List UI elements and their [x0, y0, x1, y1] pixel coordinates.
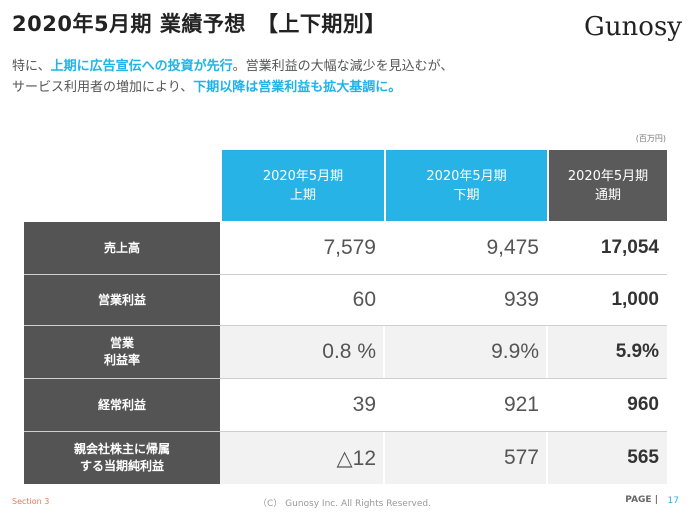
- ordinary-profit-full-year: 960: [627, 394, 659, 415]
- operating-profit-second-half: 939: [503, 288, 539, 311]
- operating-margin-second-half: 9.9%: [491, 340, 539, 363]
- operating-profit-full-year: 1,000: [611, 289, 659, 310]
- row-label-net-income: 親会社株主に帰属 する当期純利益: [24, 432, 220, 484]
- page-title: 2020年5月期 業績予想 【上下期別】: [12, 12, 386, 36]
- row-separator: [24, 325, 667, 326]
- row-separator: [24, 274, 667, 275]
- revenue-second-half: 9,475: [486, 236, 539, 259]
- column-header-first-half-line2: 上期: [289, 187, 316, 203]
- column-divider: [383, 432, 385, 484]
- row-label-operating-profit-text: 営業利益: [97, 292, 146, 307]
- row-label-net-income-line1: 親会社株主に帰属: [73, 442, 170, 456]
- column-divider: [546, 275, 548, 325]
- column-divider: [383, 275, 385, 325]
- column-header-first-half: 2020年5月期 上期: [222, 150, 384, 221]
- subtitle-line-1: 特に、上期に広告宣伝への投資が先行。営業利益の大幅な減少を見込むが、: [12, 56, 672, 77]
- net-income-first-half: △12: [336, 446, 376, 470]
- page-label: PAGE |: [625, 495, 658, 505]
- column-header-full-year-line2: 通期: [594, 187, 621, 203]
- column-header-full-year: 2020年5月期 通期: [549, 150, 667, 221]
- row-separator: [24, 378, 667, 379]
- revenue-first-half: 7,579: [323, 236, 376, 259]
- operating-profit-first-half: 60: [352, 288, 376, 311]
- row-separator: [24, 431, 667, 432]
- table-row-operating-profit: 営業利益 60 939 1,000: [24, 275, 667, 325]
- column-divider: [383, 379, 385, 431]
- gunosy-logo: Gunosy: [584, 12, 682, 42]
- table-row-net-income: 親会社株主に帰属 する当期純利益 △12 577 565: [24, 432, 667, 484]
- row-label-net-income-line2: する当期純利益: [79, 459, 164, 473]
- row-label-revenue: 売上高: [24, 222, 220, 274]
- row-label-revenue-text: 売上高: [103, 240, 140, 255]
- row-label-operating-margin: 営業 利益率: [24, 326, 220, 378]
- column-header-second-half-line1: 2020年5月期: [426, 168, 507, 184]
- column-header-full-year-line1: 2020年5月期: [567, 168, 649, 184]
- column-header-first-half-line1: 2020年5月期: [262, 168, 344, 184]
- revenue-full-year: 17,054: [600, 237, 659, 258]
- row-label-ordinary-profit-text: 経常利益: [97, 397, 146, 412]
- column-header-second-half: 2020年5月期 下期: [386, 150, 547, 221]
- table-row-revenue: 売上高 7,579 9,475 17,054: [24, 222, 667, 274]
- column-divider: [546, 326, 548, 378]
- column-header-second-half-line2: 下期: [453, 187, 480, 203]
- operating-margin-first-half: 0.8 %: [322, 340, 376, 363]
- ordinary-profit-second-half: 921: [503, 393, 539, 416]
- subtitle-line-2: サービス利用者の増加により、下期以降は営業利益も拡大基調に。: [12, 77, 672, 98]
- column-divider: [546, 432, 548, 484]
- table-row-operating-margin: 営業 利益率 0.8 % 9.9% 5.9%: [24, 326, 667, 378]
- operating-margin-full-year: 5.9%: [615, 341, 659, 362]
- ordinary-profit-first-half: 39: [352, 393, 376, 416]
- row-label-operating-margin-line2: 利益率: [103, 353, 140, 367]
- row-label-operating-margin-line1: 営業: [109, 336, 134, 350]
- row-label-ordinary-profit: 経常利益: [24, 379, 220, 431]
- net-income-second-half: 577: [503, 446, 539, 469]
- section-label: Section 3: [12, 497, 50, 506]
- copyright: （C） Gunosy Inc. All Rights Reserved.: [258, 499, 431, 509]
- unit-label: (百万円): [635, 134, 666, 143]
- net-income-full-year: 565: [627, 447, 659, 468]
- column-divider: [383, 326, 385, 378]
- table-row-ordinary-profit: 経常利益 39 921 960: [24, 379, 667, 431]
- subtitle-line-2-pre: サービス利用者の増加により、: [12, 80, 194, 95]
- column-divider: [383, 222, 385, 274]
- column-divider: [546, 222, 548, 274]
- subtitle-line-1-pre: 特に、: [12, 59, 51, 74]
- subtitle-line-2-highlight: 下期以降は営業利益も拡大基調に。: [193, 80, 402, 95]
- subtitle-line-1-post: 。営業利益の大幅な減少を見込むが、: [232, 59, 454, 74]
- subtitle: 特に、上期に広告宣伝への投資が先行。営業利益の大幅な減少を見込むが、 サービス利…: [12, 56, 672, 98]
- subtitle-line-1-highlight: 上期に広告宣伝への投資が先行: [50, 59, 233, 74]
- row-label-operating-profit: 営業利益: [24, 275, 220, 325]
- page-number: 17: [667, 496, 679, 506]
- column-divider: [546, 379, 548, 431]
